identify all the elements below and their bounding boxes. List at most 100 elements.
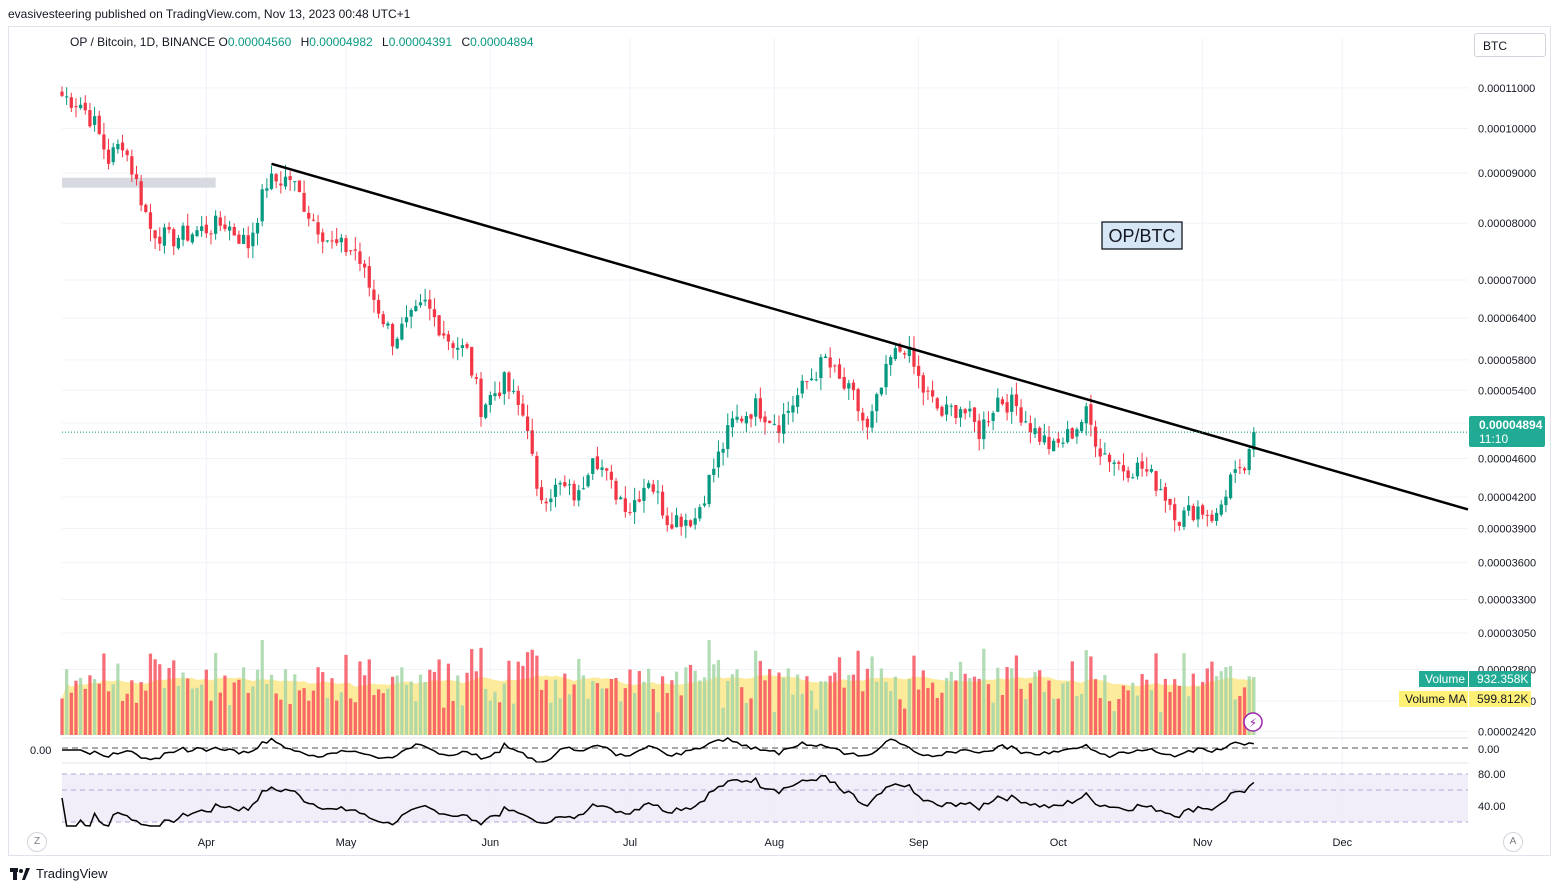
volume-bar (200, 684, 204, 735)
candle (265, 178, 269, 199)
time-tick-label: Jul (623, 837, 637, 849)
candle (516, 385, 520, 416)
price-tick-label: 0.00006400 (1478, 313, 1536, 325)
volume-bar (367, 659, 371, 735)
candle (749, 413, 753, 428)
volume-bar (158, 664, 162, 735)
tradingview-logo[interactable]: TradingView (10, 866, 108, 881)
candle (451, 340, 455, 359)
volume-bar (884, 681, 888, 735)
volume-bar (577, 658, 581, 735)
volume-bar (1182, 653, 1186, 735)
timezone-z-button[interactable]: Z (27, 832, 47, 852)
volume-bar (600, 688, 604, 735)
candle (120, 134, 125, 158)
volume-bar (656, 712, 660, 735)
currency-button[interactable]: BTC (1474, 33, 1546, 57)
volume-bar (372, 695, 376, 735)
candle (600, 459, 604, 477)
volume-bar (847, 675, 851, 735)
candle (372, 279, 376, 313)
volume-tag-label: Volume (1425, 672, 1465, 686)
volume-bar (1070, 661, 1074, 735)
volume-bar (311, 690, 316, 735)
volume-bar (134, 702, 139, 735)
candle (92, 106, 97, 132)
candle (1056, 432, 1060, 448)
volume-bar (274, 693, 278, 735)
volume-bar (730, 674, 735, 735)
volume-bar (861, 691, 865, 735)
volume-bar (1214, 676, 1219, 735)
candle (116, 139, 120, 154)
auto-scale-a-button[interactable]: A (1503, 832, 1523, 852)
oscillator-line (62, 736, 1254, 764)
candle (497, 381, 502, 399)
candle (991, 410, 995, 431)
volume-bar (1075, 695, 1079, 735)
volume-bar (1168, 691, 1172, 735)
volume-bar (1252, 677, 1256, 735)
volume-bar (423, 682, 427, 735)
candle (1010, 387, 1014, 424)
volume-bar (646, 668, 651, 735)
candle (563, 475, 567, 488)
candle (311, 213, 316, 222)
volume-bar (809, 690, 814, 735)
volume-bar (889, 691, 893, 735)
volume-bar (595, 683, 600, 735)
volume-bar (614, 677, 618, 735)
volume-bar (1024, 699, 1028, 735)
candle (288, 171, 292, 191)
volume-bar (735, 669, 739, 735)
candle (558, 480, 562, 496)
candle (530, 418, 534, 457)
op-btc-annotation: OP/BTC (1101, 221, 1183, 250)
time-tick-label: Sep (909, 837, 929, 849)
volume-bar (633, 693, 637, 735)
osc-zero-tick: 0.00 (1478, 744, 1499, 756)
volume-bar (1056, 698, 1060, 735)
candle (1014, 382, 1019, 416)
volume-tag-value: 932.358K (1477, 672, 1528, 686)
candle (800, 374, 804, 399)
candle (1191, 503, 1195, 522)
volume-bar (772, 711, 776, 735)
candle (809, 368, 814, 382)
candle (111, 142, 115, 166)
candle (707, 474, 711, 508)
volume-bar (842, 687, 846, 735)
candle (702, 495, 707, 508)
volume-bar (637, 671, 641, 735)
volume-bar (251, 686, 255, 735)
volume-bar (754, 650, 758, 735)
volume-bar (362, 675, 367, 735)
candle (1228, 472, 1233, 500)
oscillator-left-label: 0.00 (30, 745, 51, 757)
volume-bar (525, 652, 530, 735)
candle (591, 457, 595, 480)
candle (1196, 500, 1200, 528)
volume-bar (912, 655, 916, 735)
volume-bar (1219, 671, 1223, 735)
volume-bar (572, 684, 576, 735)
volume-bar (97, 683, 101, 735)
volume-bar (335, 700, 339, 735)
lightning-icon[interactable]: ⚡ (1243, 712, 1263, 732)
candle (381, 311, 385, 328)
candle (549, 489, 553, 512)
candle (688, 519, 693, 528)
candle (740, 415, 744, 424)
volume-bar (581, 675, 586, 735)
candle (935, 396, 939, 411)
volume-bar (409, 681, 413, 735)
candle (176, 234, 181, 250)
volume-bar (567, 694, 572, 735)
tradingview-brand: TradingView (36, 866, 108, 881)
volume-bar (991, 702, 995, 735)
volume-bar (111, 684, 115, 735)
candle (200, 216, 204, 237)
candle (870, 404, 874, 433)
volume-bar (949, 671, 953, 735)
